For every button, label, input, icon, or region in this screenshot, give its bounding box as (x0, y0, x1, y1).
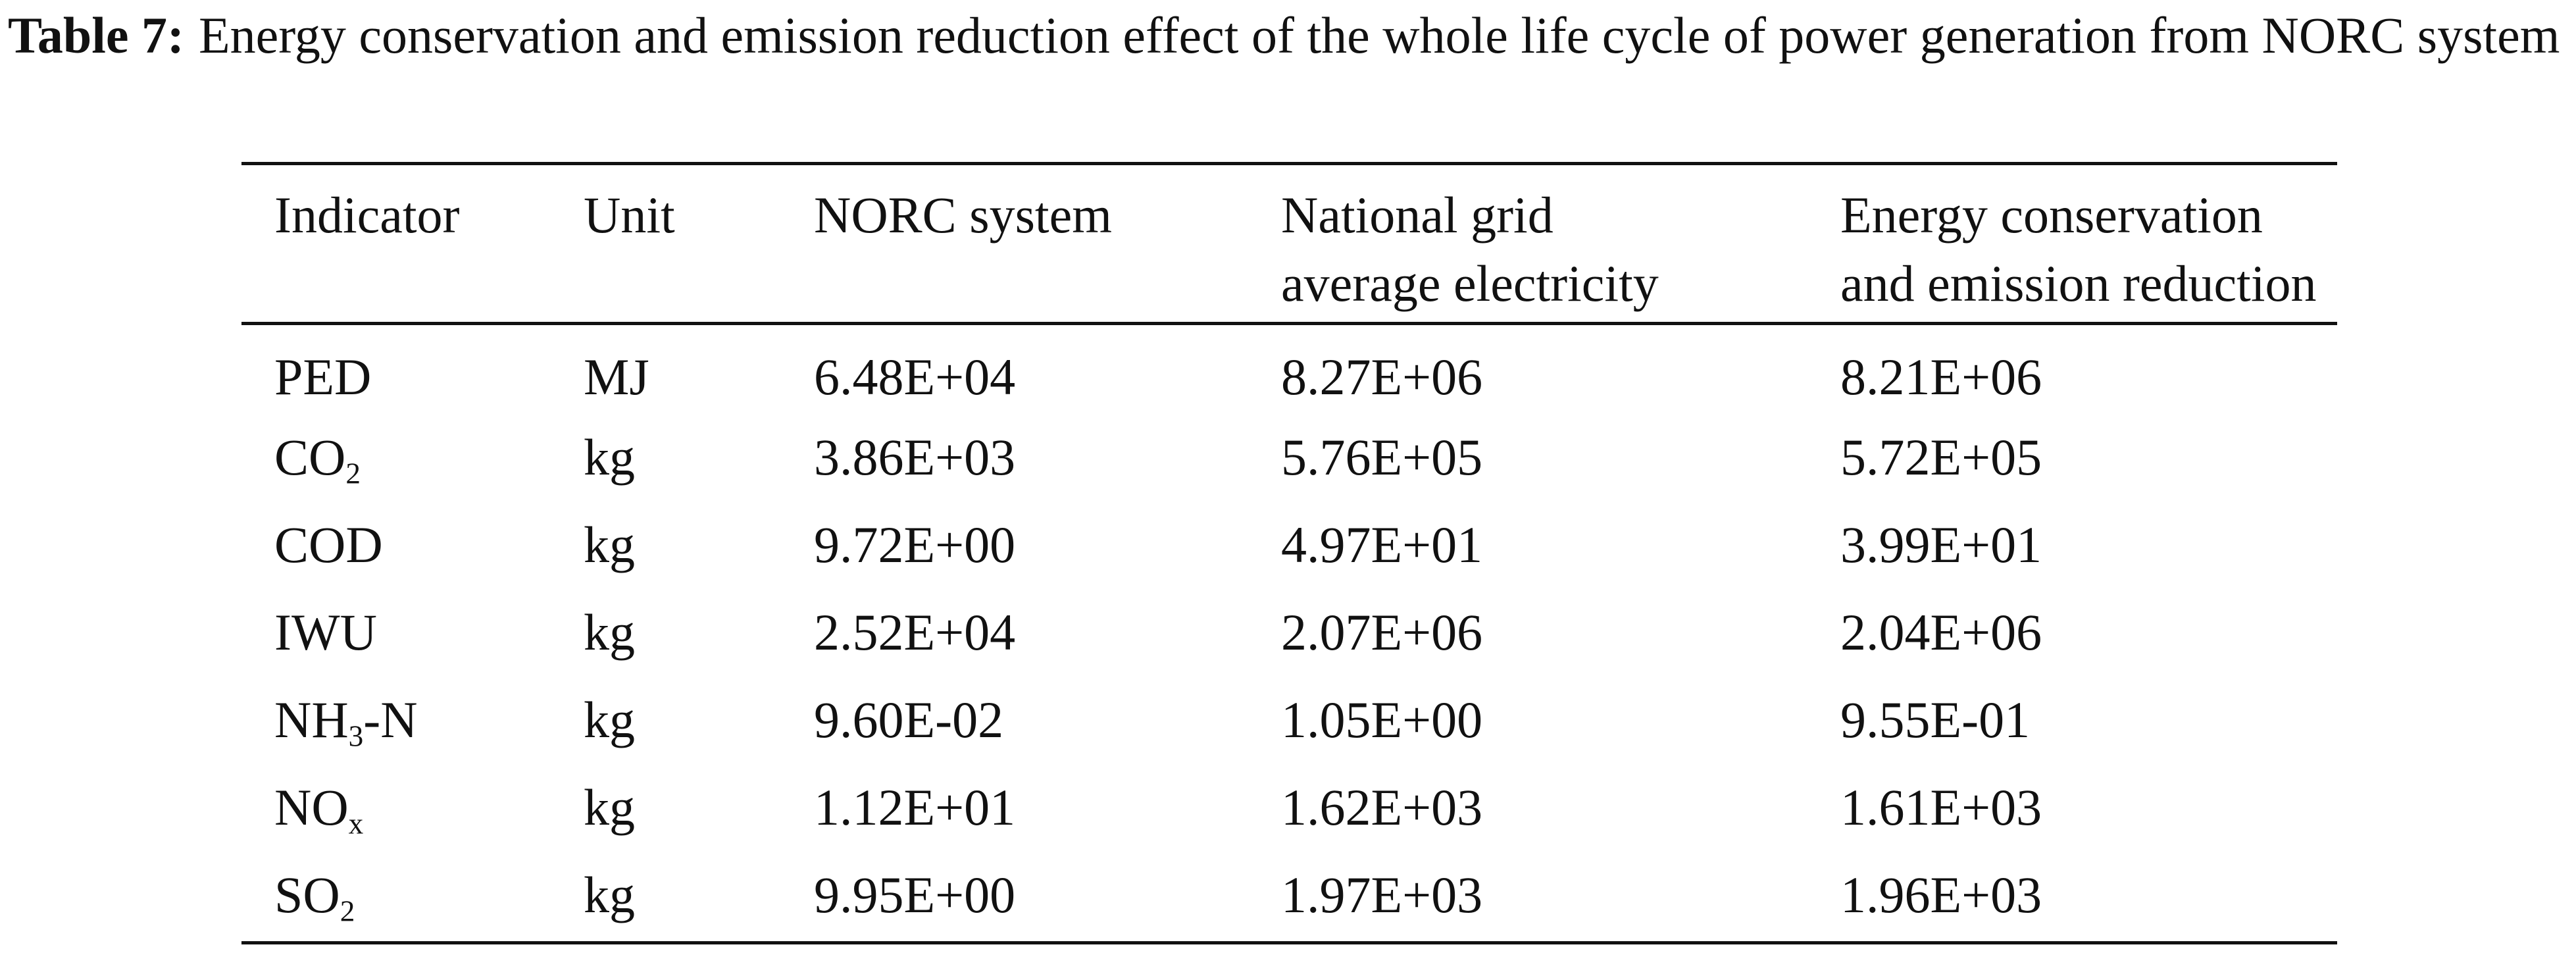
table-caption: Table 7: Energy conservation and emission… (8, 1, 2571, 70)
cell-unit: MJ (584, 348, 649, 405)
header-norc-system: NORC system (814, 186, 1112, 244)
cell-reduction: 5.72E+05 (1840, 428, 2042, 486)
cell-unit: kg (584, 516, 635, 573)
cell-indicator: SO2 (241, 851, 551, 943)
cell-national-grid: 8.27E+06 (1281, 348, 1483, 405)
cell-indicator: PED (241, 324, 551, 414)
indicator-main: IWU (274, 604, 377, 661)
cell-national-grid: 5.76E+05 (1281, 428, 1483, 486)
table-row: COD kg 9.72E+00 4.97E+01 3.99E+01 (241, 501, 2337, 588)
cell-national-grid: 2.07E+06 (1281, 604, 1483, 661)
cell-unit: kg (584, 866, 635, 923)
table-row: NH3-N kg 9.60E-02 1.05E+00 9.55E-01 (241, 676, 2337, 763)
table-label: Table 7: (8, 7, 185, 64)
cell-unit: kg (584, 604, 635, 661)
header-national-grid: National grid average electricity (1248, 164, 1807, 324)
cell-norc-system: 2.52E+04 (814, 604, 1016, 661)
table-row: CO2 kg 3.86E+03 5.76E+05 5.72E+05 (241, 413, 2337, 501)
indicator-main: COD (274, 516, 383, 573)
indicator-subscript: 2 (340, 894, 355, 928)
header-national-grid-line2: average electricity (1281, 255, 1659, 312)
cell-norc-system: 9.95E+00 (814, 866, 1016, 923)
indicator-main: NH (274, 691, 349, 748)
cell-indicator: NOx (241, 763, 551, 851)
table-header: Indicator Unit NORC system National grid… (241, 163, 2337, 324)
cell-indicator: COD (241, 501, 551, 588)
header-national-grid-line1: National grid (1281, 186, 1553, 244)
cell-norc-system: 1.12E+01 (814, 779, 1016, 836)
table-row: IWU kg 2.52E+04 2.07E+06 2.04E+06 (241, 588, 2337, 676)
cell-indicator: IWU (241, 588, 551, 676)
cell-norc-system: 6.48E+04 (814, 348, 1016, 405)
header-reduction-line1: Energy conservation (1840, 186, 2263, 244)
cell-indicator: NH3-N (241, 676, 551, 763)
indicator-main: SO (274, 866, 340, 923)
cell-reduction: 8.21E+06 (1840, 348, 2042, 405)
table-row: PED MJ 6.48E+04 8.27E+06 8.21E+06 (241, 324, 2337, 414)
cell-reduction: 9.55E-01 (1840, 691, 2031, 748)
indicator-tail: -N (363, 691, 418, 748)
cell-reduction: 1.96E+03 (1840, 866, 2042, 923)
header-indicator: Indicator (274, 186, 460, 244)
header-row: Indicator Unit NORC system National grid… (241, 163, 2337, 324)
indicator-main: CO (274, 428, 346, 486)
cell-reduction: 3.99E+01 (1840, 516, 2042, 573)
cell-unit: kg (584, 779, 635, 836)
indicator-main: NO (274, 779, 349, 836)
cell-unit: kg (584, 691, 635, 748)
cell-national-grid: 1.62E+03 (1281, 779, 1483, 836)
indicator-main: PED (274, 348, 372, 405)
cell-national-grid: 1.97E+03 (1281, 866, 1483, 923)
indicator-subscript: 3 (348, 719, 364, 753)
table-row: SO2 kg 9.95E+00 1.97E+03 1.96E+03 (241, 851, 2337, 943)
header-reduction: Energy conservation and emission reductio… (1807, 164, 2337, 324)
cell-norc-system: 9.72E+00 (814, 516, 1016, 573)
cell-indicator: CO2 (241, 413, 551, 501)
indicator-subscript: x (348, 807, 364, 840)
cell-national-grid: 4.97E+01 (1281, 516, 1483, 573)
table-row: NOx kg 1.12E+01 1.62E+03 1.61E+03 (241, 763, 2337, 851)
header-reduction-line2: and emission reduction (1840, 255, 2317, 312)
cell-unit: kg (584, 428, 635, 486)
emission-table: Indicator Unit NORC system National grid… (241, 162, 2337, 944)
cell-reduction: 2.04E+06 (1840, 604, 2042, 661)
cell-national-grid: 1.05E+00 (1281, 691, 1483, 748)
cell-norc-system: 3.86E+03 (814, 428, 1016, 486)
table-caption-text: Energy conservation and emission reducti… (199, 7, 2560, 64)
table-body: PED MJ 6.48E+04 8.27E+06 8.21E+06 CO2 kg 3.86E+… (241, 324, 2337, 943)
header-unit: Unit (584, 186, 675, 244)
indicator-subscript: 2 (345, 457, 361, 490)
cell-norc-system: 9.60E-02 (814, 691, 1004, 748)
cell-reduction: 1.61E+03 (1840, 779, 2042, 836)
